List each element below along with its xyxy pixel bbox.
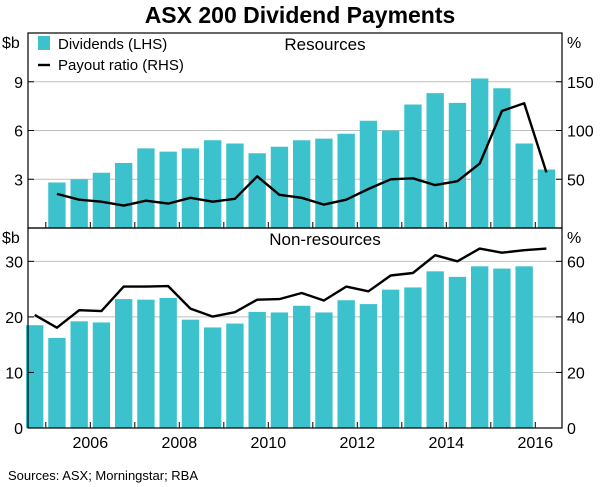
bar (470, 78, 489, 228)
bar (337, 133, 355, 228)
panel-frame (27, 227, 563, 429)
bar (25, 325, 44, 428)
bar (448, 276, 467, 428)
bar (203, 140, 222, 228)
bar (181, 319, 200, 428)
y-right-unit: % (567, 230, 581, 247)
y-left-unit: $b (2, 230, 20, 247)
legend-swatch-bars (38, 36, 50, 50)
y-right-tick-label: 40 (567, 310, 585, 327)
legend-label-line: Payout ratio (RHS) (58, 57, 184, 74)
x-tick-label: 2008 (162, 435, 198, 452)
bar (315, 312, 333, 428)
y-left-tick-label: 20 (5, 310, 23, 327)
y-left-tick-label: 6 (14, 124, 23, 141)
bar (515, 143, 533, 228)
y-right-tick-label: 100 (567, 124, 594, 141)
payout-line (34, 247, 547, 329)
legend-label-bars: Dividends (LHS) (58, 36, 167, 53)
bar (359, 304, 378, 428)
bar (159, 151, 177, 228)
bar (137, 299, 155, 428)
x-tick-label: 2010 (251, 435, 287, 452)
bar (70, 321, 88, 428)
y-left-tick-label: 30 (5, 254, 23, 271)
y-right-tick-label: 20 (567, 365, 585, 382)
bar (515, 266, 533, 428)
bar (381, 289, 400, 428)
panel-title: Non-resources (269, 230, 381, 249)
bar (159, 298, 177, 428)
bar (248, 311, 266, 428)
payout-line (56, 102, 548, 207)
y-left-tick-label: 3 (14, 172, 23, 189)
bar (493, 268, 511, 428)
y-right-tick-label: 60 (567, 254, 585, 271)
bar (404, 287, 422, 428)
bar (203, 327, 222, 428)
y-left-tick-label: 10 (5, 365, 23, 382)
bar (48, 182, 66, 228)
x-tick-label: 2016 (518, 435, 554, 452)
y-right-tick-label: 0 (567, 421, 576, 438)
x-tick-label: 2014 (429, 435, 465, 452)
bar (248, 153, 266, 228)
panel-title: Resources (284, 35, 365, 54)
bar (114, 299, 133, 428)
y-left-unit: $b (2, 35, 20, 52)
chart-title: ASX 200 Dividend Payments (145, 2, 456, 28)
x-tick-label: 2006 (73, 435, 109, 452)
bar (337, 300, 355, 428)
bar (292, 305, 311, 428)
y-right-tick-label: 50 (567, 172, 585, 189)
y-left-tick-label: 9 (14, 75, 23, 92)
bar (92, 322, 111, 428)
bar (448, 102, 467, 228)
bar (92, 172, 111, 228)
bar (114, 163, 133, 228)
bar (404, 104, 422, 228)
y-right-unit: % (567, 35, 581, 52)
bar (315, 138, 333, 228)
bar (426, 271, 444, 428)
chart-source: Sources: ASX; Morningstar; RBA (8, 468, 198, 483)
y-left-tick-label: 0 (14, 421, 23, 438)
bar (426, 93, 444, 228)
bar (359, 120, 378, 228)
bar (292, 140, 311, 228)
bar (70, 179, 88, 228)
bar (48, 338, 66, 428)
bar (137, 148, 155, 228)
bar (270, 312, 289, 428)
bar (470, 266, 489, 428)
bar (537, 169, 556, 228)
bar (270, 146, 289, 228)
bar (226, 143, 244, 228)
bar (181, 148, 200, 228)
x-tick-label: 2012 (340, 435, 376, 452)
y-right-tick-label: 150 (567, 75, 594, 92)
bar (226, 323, 244, 428)
